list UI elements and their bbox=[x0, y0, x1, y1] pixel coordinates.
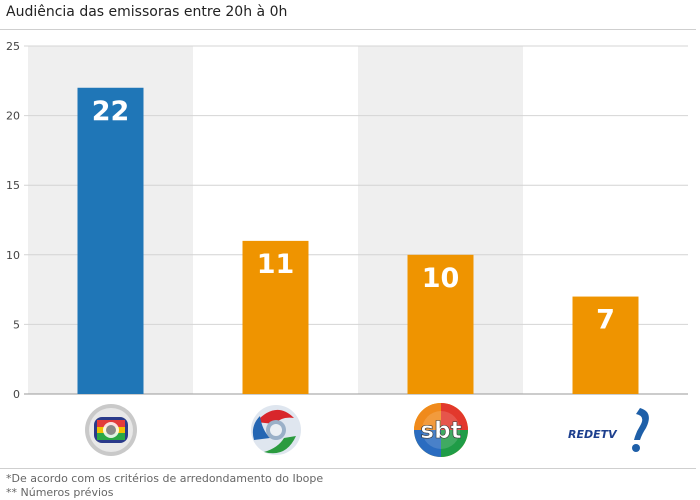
sbt-logo-text: sbt bbox=[420, 418, 461, 444]
title-divider bbox=[0, 29, 696, 30]
bar-redetv bbox=[572, 296, 639, 394]
y-tick-label: 15 bbox=[6, 179, 20, 192]
bar-chart: 0 5 10 15 20 25 22 11 10 7 sbt REDETV bbox=[6, 40, 688, 457]
redetv-logo-icon: REDETV bbox=[568, 408, 649, 452]
footnote-2: ** Números prévios bbox=[6, 486, 114, 499]
bar-sbt bbox=[407, 254, 474, 394]
y-tick-label: 0 bbox=[13, 388, 20, 401]
footnote-1: *De acordo com os critérios de arredonda… bbox=[6, 472, 324, 485]
y-tick-label: 25 bbox=[6, 40, 20, 53]
y-tick-label: 5 bbox=[13, 318, 20, 331]
y-tick-label: 20 bbox=[6, 110, 20, 123]
globo-logo-icon bbox=[85, 404, 137, 456]
bar-globo bbox=[77, 87, 144, 394]
bar-value-label: 11 bbox=[257, 249, 295, 280]
record-logo-icon bbox=[251, 405, 301, 455]
footnote-divider bbox=[0, 468, 696, 469]
y-tick-label: 10 bbox=[6, 249, 20, 262]
bar-value-label: 10 bbox=[422, 263, 460, 294]
redetv-logo-text: REDETV bbox=[568, 428, 618, 441]
bar-value-label: 22 bbox=[92, 96, 130, 127]
chart-title: Audiência das emissoras entre 20h à 0h bbox=[6, 4, 288, 20]
bar-record bbox=[242, 240, 309, 394]
sbt-logo-icon: sbt bbox=[414, 403, 468, 457]
bar-value-label: 7 bbox=[596, 305, 615, 336]
